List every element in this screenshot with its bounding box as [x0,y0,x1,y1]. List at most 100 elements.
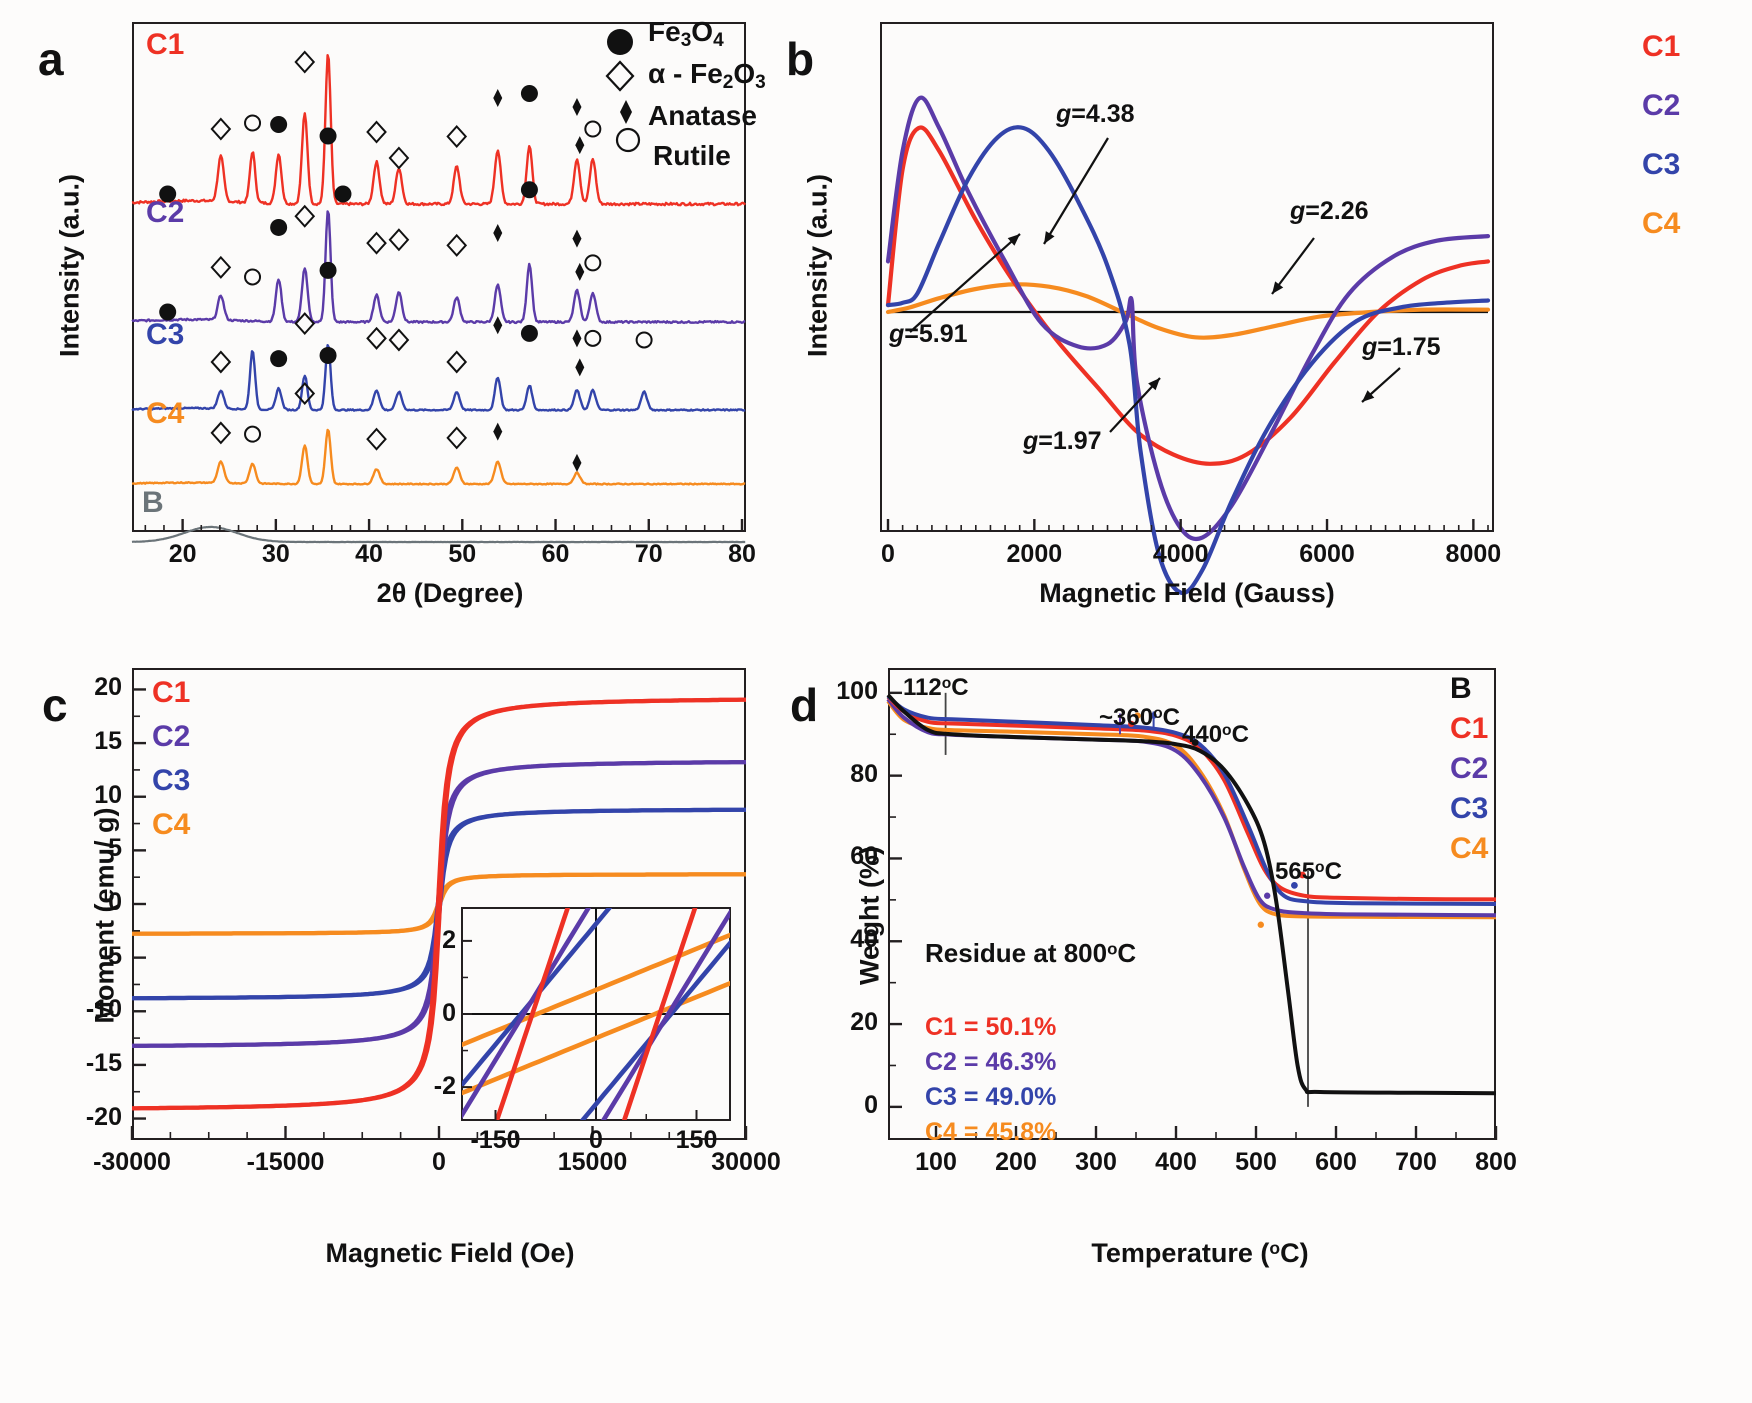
legend-item-d-c4: C4 [1450,832,1489,865]
tick-label: 80 [850,759,878,788]
peak-marker-hematite [446,426,468,450]
peak-marker-rutile [584,254,602,272]
tick-label: 0 [108,888,122,916]
tick-label: 500 [1235,1148,1277,1176]
peak-marker-hematite [294,312,316,336]
hysteresis-c1 [132,697,746,1111]
tick-label: 300 [1075,1148,1117,1176]
annotation-g438: g=4.38 [1056,100,1135,128]
epr-curve-c4 [885,282,1491,340]
residue-c1: C1 = 50.1% [925,1013,1057,1041]
residue-c4: C4 = 45.8% [925,1118,1057,1146]
residue-c3: C3 = 49.0% [925,1083,1057,1111]
peak-marker-hematite [366,326,387,350]
annotation-565c: 565oC [1275,858,1342,885]
panel-b-letter: b [786,33,815,85]
panel-b-chart [885,95,1491,596]
peak-marker-hematite [446,233,468,257]
curve-label-b: B [142,486,164,519]
tick-label: 100 [836,676,878,705]
peak-marker-hematite [210,350,232,374]
annot-dot-440c [1191,739,1199,746]
peak-marker-fe3o4 [270,218,288,236]
annot-dot [1128,720,1135,728]
tick-label: 0 [442,999,456,1027]
annot-dot [1134,712,1141,719]
tga-curve-b [886,693,1497,1096]
peak-marker-hematite [210,421,232,445]
tga-curve-c4 [886,699,1497,920]
peak-marker-anatase [493,316,503,335]
filled-circle-icon [607,29,633,55]
legend-item-c-c4: C4 [152,808,191,841]
panel-d-letter: d [790,679,819,731]
peak-marker-rutile [244,268,262,286]
legend-label-anatase: Anatase [648,100,757,131]
tick-label: 60 [850,842,878,871]
legend-item-d-c1: C1 [1450,712,1489,745]
peak-marker-hematite [446,350,468,374]
inset-loop-c2 [462,908,592,1120]
peak-marker-hematite [294,382,316,406]
tick-label: 80 [728,540,756,568]
tick-label: 70 [634,540,663,568]
panel-c-chart [130,688,748,1140]
tick-label: 200 [995,1148,1037,1176]
peak-marker-hematite [366,427,387,451]
peak-marker-fe3o4 [520,324,538,342]
peak-marker-rutile [244,425,262,443]
inset-loop-c4 [462,980,730,1096]
peak-marker-anatase [493,422,503,441]
tga-curve-c3 [886,694,1497,906]
panel-b-plot-area [880,22,1494,532]
legend-label-fe3o4: Fe3O4 [648,16,724,51]
panel-a-xlabel: 2θ (Degree) [376,578,524,608]
peak-marker-anatase [575,136,585,155]
peak-marker-anatase [572,453,582,472]
tick-label: 700 [1395,1148,1437,1176]
tick-label: 600 [1315,1148,1357,1176]
panel-b-ylabel: Intensity (a.u.) [802,174,833,358]
legend-item-c3: C3 [1642,148,1681,181]
legend-item-d-c3: C3 [1450,792,1489,825]
peak-marker-fe3o4 [159,185,177,203]
peak-marker-anatase [572,97,582,116]
tick-label: -10 [85,995,122,1024]
tick-label: 800 [1475,1148,1517,1176]
curve-label-c3: C3 [146,318,185,351]
tick-label: 8000 [1445,540,1502,568]
tick-label: 6000 [1299,540,1355,568]
annotation-g591: g=5.91 [889,320,968,348]
annot-dot [1291,881,1298,889]
tick-label: -150 [470,1126,521,1154]
panel-d-xlabel: Temperature (oC) [1091,1238,1309,1268]
filled-diamond-icon [620,100,632,124]
legend-item-c4: C4 [1642,207,1681,240]
tick-label: -2 [433,1072,456,1101]
tick-label: 2 [442,925,456,954]
tick-label: 4000 [1152,540,1209,568]
tick-label: 15 [94,727,122,756]
tick-label: 30 [261,540,290,568]
peak-marker-hematite [210,117,232,141]
annot-dot [1299,871,1306,879]
peak-marker-hematite [366,231,387,255]
annotation-360c: ~360oC [1099,704,1180,731]
tick-label: 100 [915,1148,957,1176]
peak-marker-hematite [294,204,316,228]
peak-marker-anatase [493,224,503,243]
panel-d-chart [886,691,1498,1140]
legend-label-rutile: Rutile [653,140,731,171]
annotation-g175: g=1.75 [1362,333,1441,361]
legend-item-d-b: B [1450,672,1472,705]
annotation-g226: g=2.26 [1290,197,1369,225]
peak-marker-fe3o4 [319,261,337,279]
tick-label: 15000 [557,1148,628,1176]
tick-label: -30000 [93,1148,171,1176]
annot-dot [1264,892,1271,899]
peak-marker-hematite [388,146,410,170]
panel-d-ylabel: Weight (%) [854,846,885,985]
panel-a-ylabel: Intensity (a.u.) [54,174,85,358]
peak-marker-fe3o4 [319,346,337,364]
panel-a-letter: a [38,33,64,85]
